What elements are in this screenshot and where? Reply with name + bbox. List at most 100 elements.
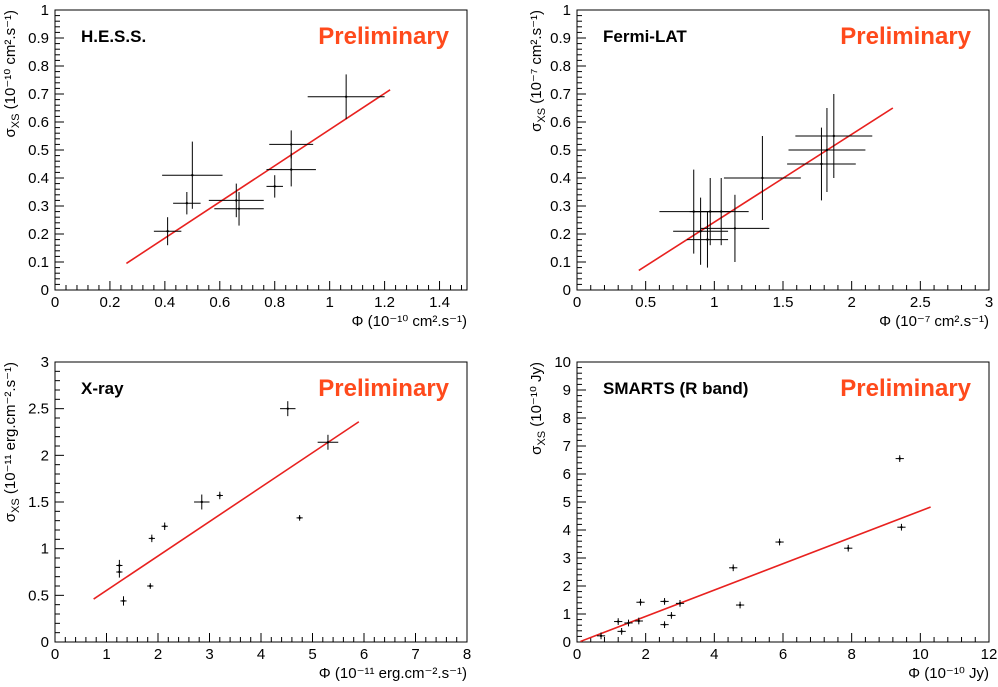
smarts-data-point: [729, 564, 738, 572]
fermi-lat-point-marker: [706, 238, 709, 241]
xray-x-axis-label: Φ (10⁻¹¹ erg.cm⁻².s⁻¹): [319, 665, 467, 682]
hess-x-tick-label: 0.2: [100, 294, 121, 311]
fermi-lat-point-marker: [699, 230, 702, 233]
fermi-lat-plot-frame: [576, 9, 990, 291]
smarts-data-point: [596, 632, 606, 640]
hess-x-tick-label: 0.8: [264, 294, 285, 311]
hess-y-tick-label: 1: [41, 2, 49, 19]
xray-panel: 0 1 2 3 4 5 6 7 8 0 0.5 1 1.5 2 2.5 3 Φ (10⁻¹¹ erg.cm⁻².…: [0, 341, 499, 682]
fermi-lat-data-point: [788, 108, 866, 192]
fermi-lat-data-point: [686, 211, 729, 268]
xray-x-tick-label: 0: [51, 646, 59, 663]
smarts-y-tick-label: 7: [563, 438, 571, 455]
hess-preliminary-label: Preliminary: [318, 23, 449, 50]
fermi-lat-y-tick-label: 0.3: [550, 198, 571, 215]
smarts-point-marker: [738, 603, 742, 607]
xray-x-tick-label: 5: [308, 646, 316, 663]
smarts-data-point: [675, 600, 685, 607]
smarts-data-point: [667, 612, 676, 619]
hess-plot-frame: [54, 9, 468, 291]
hess-point-marker: [235, 199, 238, 202]
xray-data-point: [147, 583, 154, 589]
hess-panel-label: H.E.S.S.: [81, 27, 146, 46]
fermi-lat-svg: 0 0.5 1 1.5 2 2.5 3 0 0.1 0.2 0.3 0.4 0.5 0.6 0.7 0.8 0.…: [528, 2, 993, 330]
xray-data-point: [216, 491, 223, 500]
hess-y-tick-label: 0: [41, 282, 49, 299]
hess-y-tick-label: 0.1: [28, 254, 49, 271]
xray-data-point: [148, 534, 155, 543]
hess-x-tick-label: 0.6: [209, 294, 230, 311]
smarts-data-point: [735, 601, 745, 609]
xray-data-point: [296, 515, 303, 521]
smarts-point-marker: [599, 634, 603, 638]
xray-plot-frame: [54, 361, 468, 643]
hess-panel: 0 0.2 0.4 0.6 0.8 1 1.2 1.4 0 0.1 0.2 0.3 0.4 0.5 0.6 0…: [0, 0, 499, 341]
smarts-point-marker: [637, 619, 640, 623]
hess-data-point: [307, 74, 385, 120]
hess-point-marker: [237, 207, 241, 210]
smarts-y-tick-label: 8: [563, 410, 571, 427]
fermi-lat-y-tick-label: 1: [563, 2, 571, 19]
hess-x-tick-label: 1.4: [429, 294, 450, 311]
xray-point-marker: [149, 584, 152, 588]
fermi-lat-y-tick-label: 0.4: [550, 170, 571, 187]
smarts-data-point: [617, 628, 626, 635]
smarts-x-tick-label: 0: [573, 646, 581, 663]
hess-svg: 0 0.2 0.4 0.6 0.8 1 1.2 1.4 0 0.1 0.2 0.3 0.4 0.5 0.6 0…: [2, 2, 468, 330]
hess-y-tick-label: 0.4: [28, 170, 49, 187]
hess-data-point: [162, 141, 223, 209]
smarts-point-marker: [627, 621, 630, 625]
hess-y-tick-label: 0.7: [28, 86, 49, 103]
smarts-point-marker: [847, 547, 850, 550]
hess-y-tick-label: 0.5: [28, 142, 49, 159]
xray-data-point: [194, 494, 210, 510]
hess-point-marker: [290, 143, 293, 146]
hess-point-marker: [191, 174, 194, 177]
hess-data-point: [266, 175, 283, 198]
xray-point-marker: [122, 599, 125, 603]
xray-x-tick-label: 4: [257, 646, 265, 663]
hess-point-marker: [290, 168, 293, 171]
fermi-lat-data-point: [787, 127, 856, 201]
hess-x-tick-label: 1.2: [374, 294, 395, 311]
smarts-y-tick-label: 9: [563, 382, 571, 399]
fermi-lat-x-tick-label: 0.5: [635, 294, 656, 311]
fermi-lat-preliminary-label: Preliminary: [840, 23, 971, 50]
smarts-panel: 0 2 4 6 8 10 12 0 1 2 3 4 5 6 7 8 9 10 Φ (10⁻¹⁰ Jy) σXS (10…: [499, 341, 998, 682]
fermi-lat-y-tick-label: 0.5: [550, 142, 571, 159]
xray-y-tick-label: 2: [41, 447, 49, 464]
xray-point-marker: [118, 564, 121, 567]
xray-x-tick-label: 3: [205, 646, 213, 663]
fermi-lat-point-marker: [825, 148, 829, 152]
xray-y-tick-label: 0.5: [28, 587, 49, 604]
fermi-lat-y-tick-label: 0.7: [550, 86, 571, 103]
hess-y-axis-label: σXS (10⁻¹⁰ cm².s⁻¹): [2, 10, 22, 137]
xray-x-tick-label: 8: [463, 646, 471, 663]
fermi-lat-y-tick-label: 0.9: [550, 30, 571, 47]
smarts-point-marker: [898, 457, 901, 460]
smarts-point-marker: [620, 630, 623, 633]
smarts-y-tick-label: 10: [554, 354, 571, 371]
xray-data-point: [120, 596, 127, 606]
smarts-point-marker: [900, 526, 903, 529]
smarts-point-marker: [639, 601, 642, 604]
smarts-x-tick-label: 4: [710, 646, 718, 663]
xray-panel-label: X-ray: [81, 379, 124, 398]
fermi-lat-panel-label: Fermi-LAT: [603, 27, 687, 46]
hess-x-tick-label: 1: [325, 294, 333, 311]
fermi-lat-x-tick-label: 2.5: [910, 294, 931, 311]
fermi-lat-y-tick-label: 0.8: [550, 58, 571, 75]
xray-y-tick-label: 2.5: [28, 401, 49, 418]
xray-y-tick-label: 1.5: [28, 494, 49, 511]
fermi-lat-data-point: [700, 194, 770, 262]
hess-data-point: [208, 183, 264, 218]
xray-point-marker: [118, 570, 121, 574]
hess-point-marker: [344, 95, 348, 99]
smarts-y-tick-label: 4: [563, 522, 571, 539]
xray-fit-line: [93, 421, 360, 600]
fermi-lat-y-tick-label: 0.6: [550, 114, 571, 131]
xray-point-marker: [298, 516, 301, 520]
fermi-lat-point-marker: [720, 210, 723, 213]
smarts-data-point: [614, 618, 623, 625]
xray-preliminary-label: Preliminary: [318, 375, 449, 402]
